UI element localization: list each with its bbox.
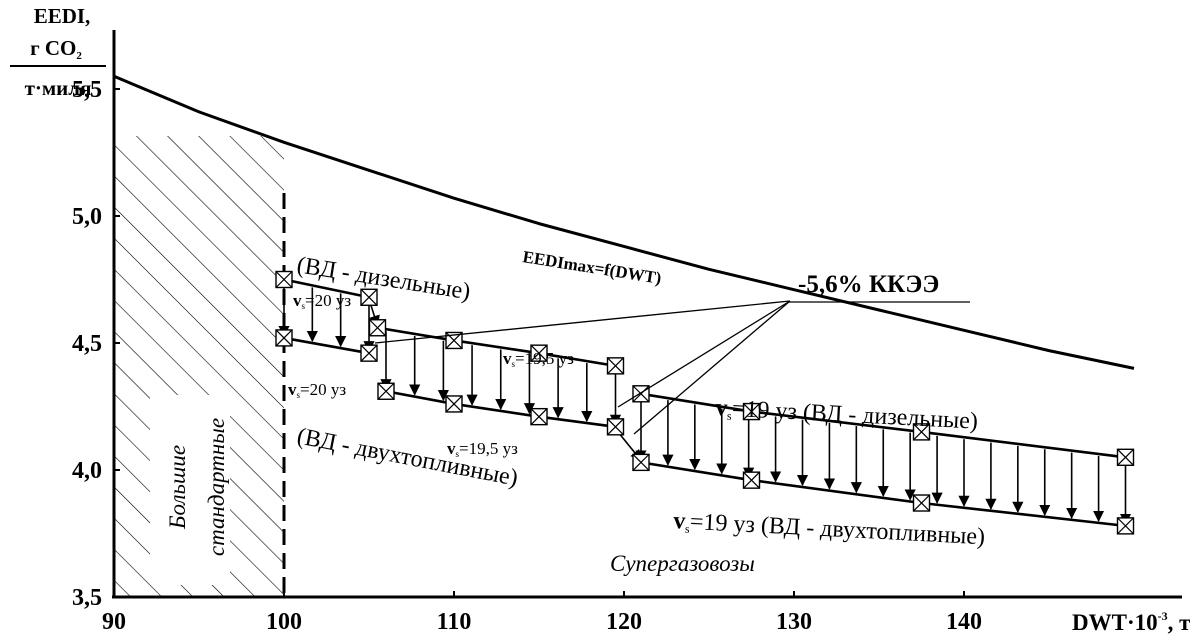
data-point-marker — [742, 471, 761, 489]
x-tick-label: 100 — [266, 609, 302, 635]
speed-segment-line — [377, 326, 616, 368]
data-point-marker — [530, 407, 548, 426]
eedimax-label: EEDImax=f(DWT) — [521, 247, 662, 288]
v20-top-label: vs=20 уз — [293, 291, 351, 311]
kkee-label: -5,6% ККЭЭ — [798, 271, 939, 298]
data-point-marker — [1116, 448, 1135, 466]
data-point-marker — [275, 329, 293, 347]
hatch-label-2: стандартные — [204, 418, 229, 556]
ylabel-line-2: г CO2 — [30, 36, 82, 62]
data-point-marker — [912, 423, 931, 441]
kkee-leader-2 — [617, 300, 791, 408]
v19-top-label: vs=19 уз (ВД - дизельные) — [715, 395, 979, 436]
data-point-marker — [368, 319, 387, 337]
x-tick-label: 130 — [776, 609, 812, 635]
data-point-marker — [360, 344, 378, 362]
data-point-marker — [606, 418, 625, 436]
y-tick-label: 4,0 — [72, 458, 102, 484]
x-tick-label: 120 — [606, 609, 642, 635]
data-point-marker — [377, 382, 395, 400]
y-tick-label: 5,5 — [72, 77, 102, 103]
data-point-marker — [275, 270, 293, 289]
y-tick-label: 3,5 — [72, 585, 102, 611]
y-tick-label: 5,0 — [72, 204, 102, 230]
data-point-marker — [632, 385, 650, 403]
data-point-marker — [632, 453, 650, 472]
speed-segment-line — [640, 461, 1126, 528]
hatch-label-bg — [150, 395, 230, 585]
ylabel-line-3: т·миля — [25, 76, 92, 100]
data-point-marker — [445, 395, 463, 413]
v19-bot-label: vs=19 уз (ВД - двухтопливные) — [673, 508, 986, 551]
kkee-leader-3 — [633, 300, 791, 435]
speed-segment-line — [283, 336, 370, 355]
ylabel-line-1: EEDI, — [34, 4, 91, 28]
xlabel: DWT·10-3, т — [1072, 609, 1190, 635]
v195-bot-label: vs=19,5 уз — [447, 439, 518, 459]
speed-segment-line — [283, 278, 370, 299]
x-tick-label: 140 — [946, 609, 982, 635]
y-tick-label: 4,5 — [72, 331, 102, 357]
data-point-marker — [912, 494, 931, 512]
v195-top-label: vs=19,5 уз — [503, 349, 574, 369]
hatch-label-1: Большие — [165, 445, 190, 530]
data-point-marker — [1116, 517, 1135, 535]
data-point-marker — [742, 402, 761, 421]
eedimax-curve — [113, 74, 1135, 370]
kkee-leader-1 — [374, 300, 791, 344]
data-point-marker — [530, 344, 548, 362]
data-point-marker — [360, 288, 378, 306]
data-point-marker — [606, 357, 625, 375]
supergas-label: Супергазовозы — [610, 551, 755, 576]
x-tick-label: 90 — [102, 609, 126, 635]
speed-segment-line — [640, 392, 1126, 459]
x-tick-label: 110 — [437, 609, 472, 635]
speed-segment-line — [385, 389, 616, 429]
v20-bot-label: vs=20 уз — [288, 380, 346, 400]
